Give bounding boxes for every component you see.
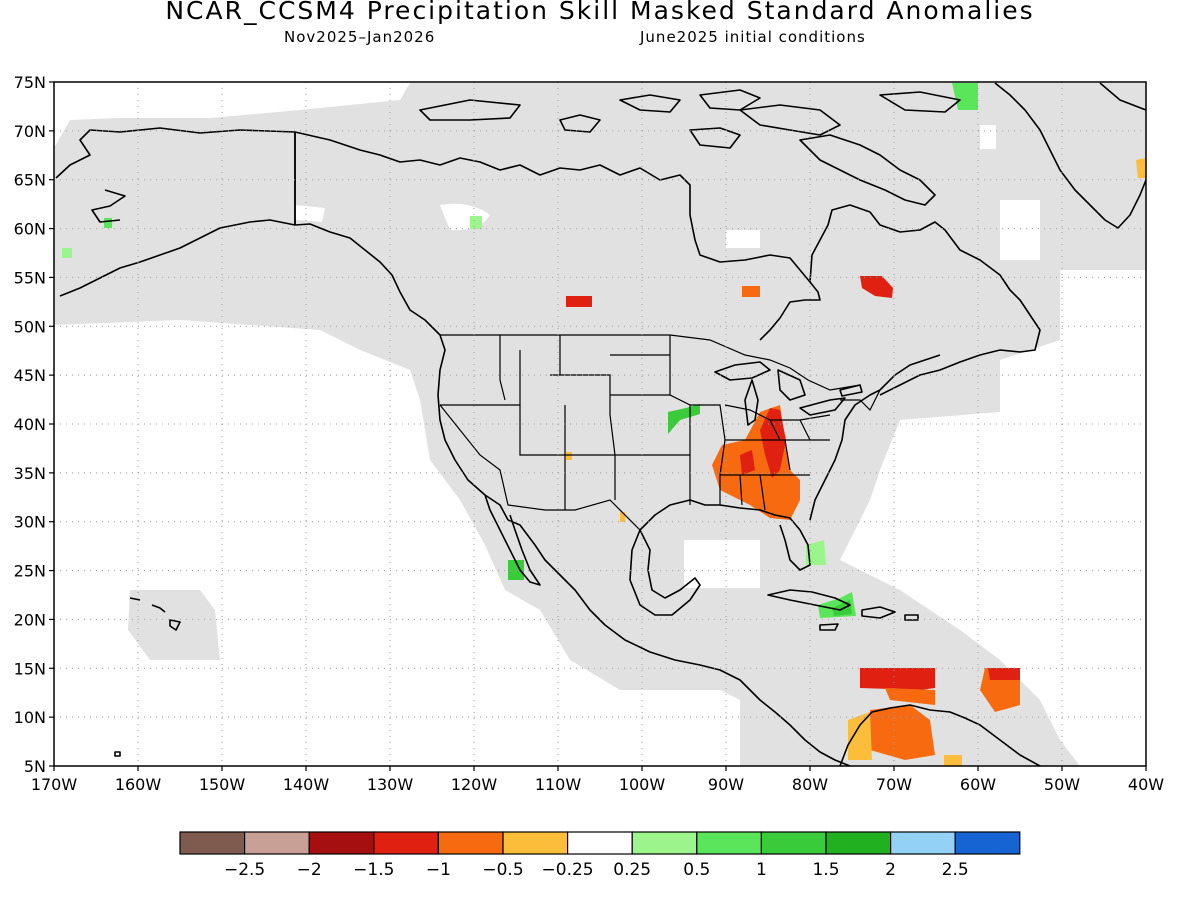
colorbar-swatch xyxy=(502,831,569,855)
lon-tick-label: 70W xyxy=(876,775,912,794)
political-borders xyxy=(439,334,881,531)
lon-tick-label: 150W xyxy=(199,775,246,794)
colorbar-label: −0.5 xyxy=(482,860,523,880)
anomaly-colombia xyxy=(870,705,935,760)
coastlines xyxy=(55,82,1146,766)
colorbar-swatch xyxy=(308,831,375,855)
longitude-labels: 170W 160W 150W 140W 130W 120W 110W 100W 90W 80W 70… xyxy=(31,775,1164,794)
graticule xyxy=(54,82,1146,766)
colorbar-swatch xyxy=(696,831,762,855)
lat-tick-label: 40N xyxy=(14,415,46,434)
lon-tick-label: 140W xyxy=(283,775,330,794)
lon-tick-label: 100W xyxy=(619,775,666,794)
lon-tick-label: 60W xyxy=(960,775,996,794)
colorbar-label: −0.25 xyxy=(542,860,594,880)
lon-tick-label: 80W xyxy=(792,775,828,794)
colorbar-swatch xyxy=(760,831,827,855)
tick-marks xyxy=(49,81,1147,771)
colorbar-swatch xyxy=(437,831,504,855)
anomaly-manitoba xyxy=(742,286,760,297)
lat-tick-label: 65N xyxy=(14,171,46,190)
lon-tick-label: 170W xyxy=(31,775,78,794)
anomaly-venezuela-coast xyxy=(860,668,935,690)
lat-tick-label: 60N xyxy=(14,220,46,239)
colorbar-label: 2.5 xyxy=(942,860,969,880)
lat-tick-label: 50N xyxy=(14,317,46,336)
lon-tick-label: 120W xyxy=(451,775,498,794)
lat-tick-label: 45N xyxy=(14,366,46,385)
colorbar-swatch xyxy=(373,831,439,855)
anomaly-iowa xyxy=(668,404,700,434)
lat-tick-label: 70N xyxy=(14,122,46,141)
colorbar-swatch xyxy=(889,831,956,855)
initial-conditions: June2025 initial conditions xyxy=(640,28,866,46)
lat-tick-label: 30N xyxy=(14,513,46,532)
anomaly-yukon xyxy=(470,216,482,229)
colorbar-label: 0.5 xyxy=(683,860,710,880)
lat-tick-label: 5N xyxy=(24,757,46,776)
lon-tick-label: 40W xyxy=(1128,775,1164,794)
lat-tick-label: 25N xyxy=(14,562,46,581)
anomaly-bahamas xyxy=(806,540,826,565)
anomaly-greenland xyxy=(952,83,978,110)
colorbar-labels: −2.5 −2 −1.5 −1 −0.5 −0.25 0.25 0.5 1 1.5 2 2.5 xyxy=(224,860,969,880)
anomaly-baja xyxy=(508,560,524,580)
lat-tick-label: 75N xyxy=(14,73,46,92)
anomaly-kentucky xyxy=(760,408,786,478)
lon-tick-label: 50W xyxy=(1044,775,1080,794)
map-title: NCAR_CCSM4 Precipitation Skill Masked St… xyxy=(165,0,1035,25)
lon-tick-label: 130W xyxy=(367,775,414,794)
colorbar-swatch xyxy=(244,831,310,855)
lat-tick-label: 20N xyxy=(14,610,46,629)
lon-tick-label: 90W xyxy=(708,775,744,794)
anomaly-patches xyxy=(62,83,1146,766)
lat-tick-label: 15N xyxy=(14,659,46,678)
colorbar-label: −1.5 xyxy=(353,860,394,880)
colorbar-label: 1 xyxy=(756,860,767,880)
lat-tick-label: 35N xyxy=(14,464,46,483)
anomaly-quebec xyxy=(860,276,893,298)
colorbar-label: −2.5 xyxy=(224,860,265,880)
colorbar-swatch xyxy=(954,831,1021,855)
colorbar-label: 2 xyxy=(885,860,896,880)
colorbar-label: −1 xyxy=(426,860,451,880)
valid-period: Nov2025–Jan2026 xyxy=(284,28,436,46)
lon-tick-label: 110W xyxy=(535,775,582,794)
latitude-labels: 5N 10N 15N 20N 25N 30N 35N 40N 45N 50N 55N 60N 65N 70… xyxy=(14,73,46,776)
colorbar-label: 1.5 xyxy=(812,860,839,880)
colorbar-label: 0.25 xyxy=(613,860,651,880)
lon-tick-label: 160W xyxy=(115,775,162,794)
colorbar-label: −2 xyxy=(297,860,322,880)
colorbar-swatch xyxy=(631,831,698,855)
colorbar-swatch xyxy=(825,831,892,855)
anomaly-saskatchewan xyxy=(566,296,592,307)
lat-tick-label: 55N xyxy=(14,268,46,287)
colorbar-swatch xyxy=(179,831,246,855)
colorbar xyxy=(179,831,1021,855)
lat-tick-label: 10N xyxy=(14,708,46,727)
colorbar-swatch xyxy=(566,831,633,855)
